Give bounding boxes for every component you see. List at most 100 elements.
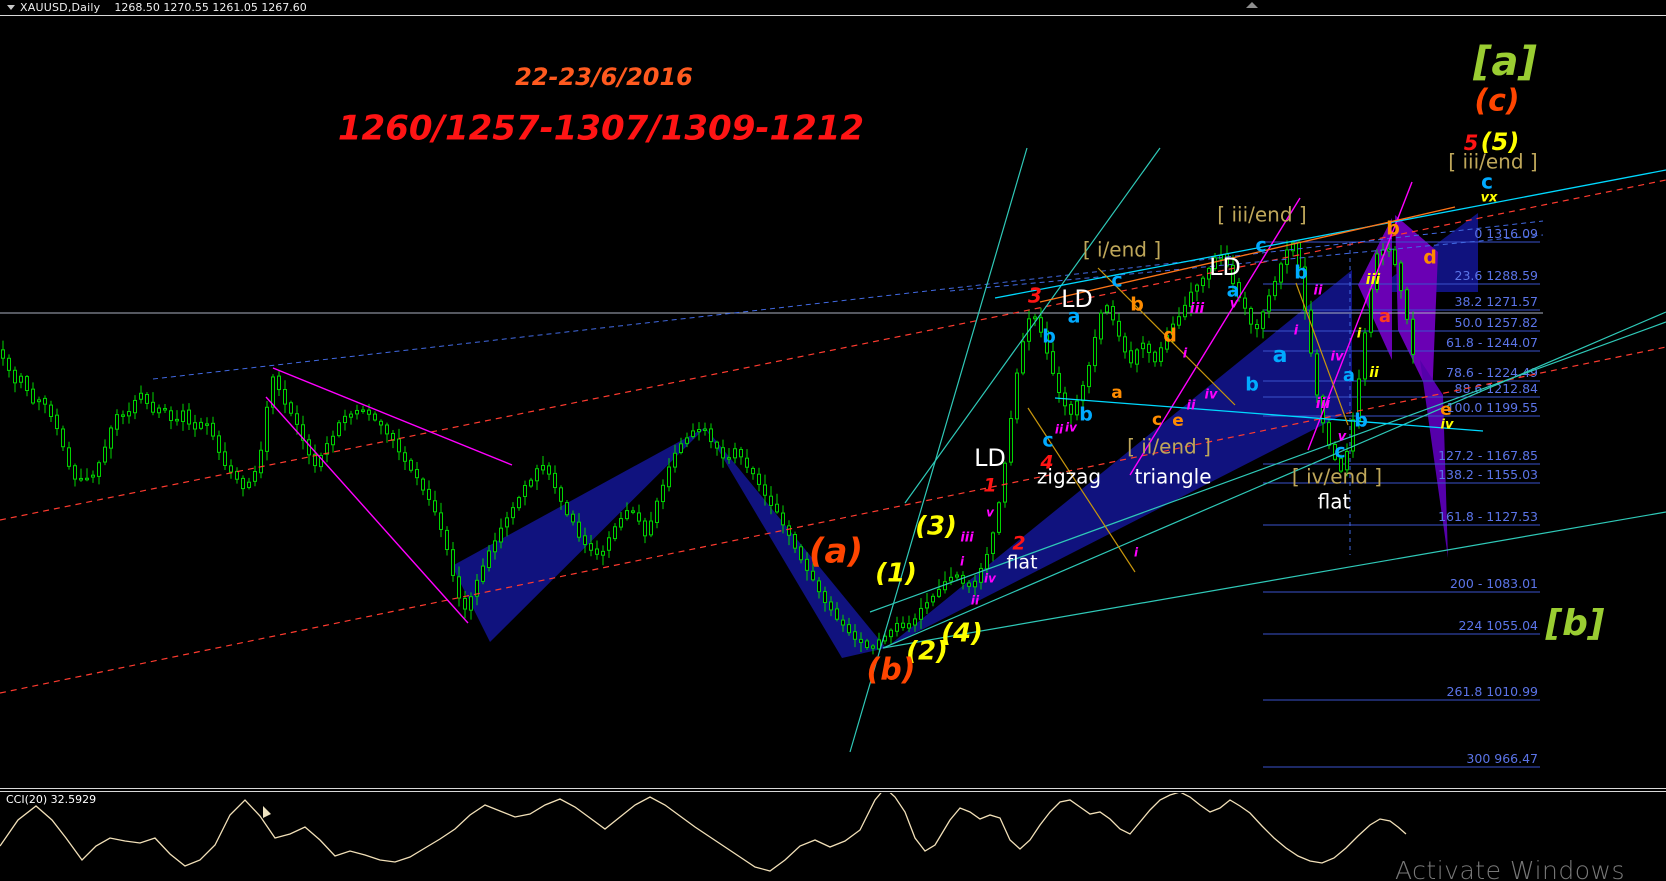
wave-annotation: [ iii/end ] [1448, 150, 1537, 174]
wave-annotation: (1) [875, 559, 917, 589]
candle-body [1243, 297, 1247, 309]
navy-rising-wedge [886, 270, 1352, 648]
fib-level-label: 23.6 1288.59 [1455, 268, 1539, 283]
candle-body [139, 392, 143, 400]
candle-body [133, 399, 137, 414]
chart-title-bar: XAUUSD,Daily 1268.50 1270.55 1261.05 126… [0, 0, 1666, 15]
candle-body [67, 447, 71, 467]
candle-body [535, 468, 539, 482]
candle-body [715, 441, 719, 449]
candle-body [589, 543, 593, 551]
candle-body [1291, 242, 1295, 252]
candle-body [1183, 304, 1187, 318]
candle-body [895, 622, 899, 632]
wave-annotation: LD [1209, 253, 1241, 281]
candle-body [1117, 320, 1121, 337]
candle-body [703, 428, 707, 432]
wave-annotation: ii [1369, 365, 1379, 381]
candle-body [1303, 266, 1307, 311]
teal-fan-steep [849, 147, 1028, 753]
candle-body [1357, 378, 1361, 422]
gold-zigzag-line [1027, 407, 1136, 573]
wave-annotation: iii [960, 531, 974, 546]
wave-annotation: iv [1065, 421, 1078, 435]
candle-body [445, 529, 449, 551]
candle-body [595, 548, 599, 555]
candle-body [463, 597, 467, 610]
wave-annotation: d [1163, 325, 1177, 347]
candle-body [91, 474, 95, 478]
candle-body [955, 574, 959, 578]
candle-body [745, 457, 749, 468]
candle-body [859, 638, 863, 643]
candle-body [511, 507, 515, 519]
candle-body [505, 517, 509, 528]
candle-body [877, 639, 881, 650]
candle-body [871, 645, 875, 649]
candle-body [781, 512, 785, 526]
wave-annotation: 3 [1028, 284, 1042, 308]
candle-body [331, 435, 335, 446]
candle-body [985, 553, 989, 570]
candle-body [1075, 400, 1079, 416]
candle-body [961, 574, 965, 584]
candle-body [571, 513, 575, 523]
candle-body [79, 477, 83, 481]
candle-body [541, 465, 545, 471]
candle-body [787, 525, 791, 536]
wave-annotation: (2) [906, 637, 948, 667]
candle-body [685, 437, 689, 444]
candle-body [349, 413, 353, 418]
candle-body [601, 550, 605, 556]
candle-body [1171, 323, 1175, 336]
candle-body [1405, 289, 1409, 320]
wave-annotation: b [1294, 262, 1308, 284]
candle-body [361, 409, 365, 412]
candle-body [13, 369, 17, 384]
candle-body [1105, 305, 1109, 313]
candle-body [421, 478, 425, 491]
candle-body [1159, 347, 1163, 362]
wave-annotation: (5) [1481, 128, 1520, 156]
indicator-label: CCI(20) 32.5929 [6, 793, 97, 806]
candle-body [529, 479, 533, 487]
candle-body [1249, 307, 1253, 325]
candle-body [697, 429, 701, 433]
candle-body [931, 595, 935, 603]
candle-body [451, 549, 455, 576]
candle-body [1201, 277, 1205, 287]
wave-annotation: a [1227, 280, 1240, 302]
candle-body [889, 629, 893, 638]
candle-body [313, 453, 317, 467]
candle-body [1393, 249, 1397, 265]
candle-body [637, 512, 641, 522]
red-dashed-channel-lower [0, 346, 1666, 694]
wave-annotation: iv [984, 572, 997, 586]
candle-body [43, 397, 47, 405]
candle-body [649, 520, 653, 536]
wave-annotation: (c) [1474, 84, 1519, 119]
wave-annotation: flat [1318, 490, 1351, 514]
symbol-dropdown-icon[interactable] [7, 5, 15, 10]
candle-body [7, 357, 11, 371]
wave-annotation: b [1079, 404, 1093, 426]
candle-body [37, 399, 41, 403]
candle-body [415, 469, 419, 479]
wave-annotation: iii [1190, 301, 1205, 317]
candle-body [1231, 264, 1235, 285]
wave-annotation: b [1354, 410, 1368, 432]
candle-body [655, 500, 659, 524]
wave-annotation: 2 [1012, 533, 1025, 555]
chart-title-ohlc: 1268.50 1270.55 1261.05 1267.60 [114, 1, 307, 14]
wave-annotation: [ ii/end ] [1127, 435, 1211, 459]
candle-body [1339, 457, 1343, 472]
candle-body [853, 631, 857, 640]
candle-body [1099, 312, 1103, 340]
wave-annotation: b [1042, 326, 1056, 348]
analysis-date-label: 22-23/6/2016 [515, 63, 693, 91]
panel-collapse-icon[interactable] [1246, 2, 1258, 8]
candle-body [1069, 404, 1073, 415]
candle-body [847, 624, 851, 634]
